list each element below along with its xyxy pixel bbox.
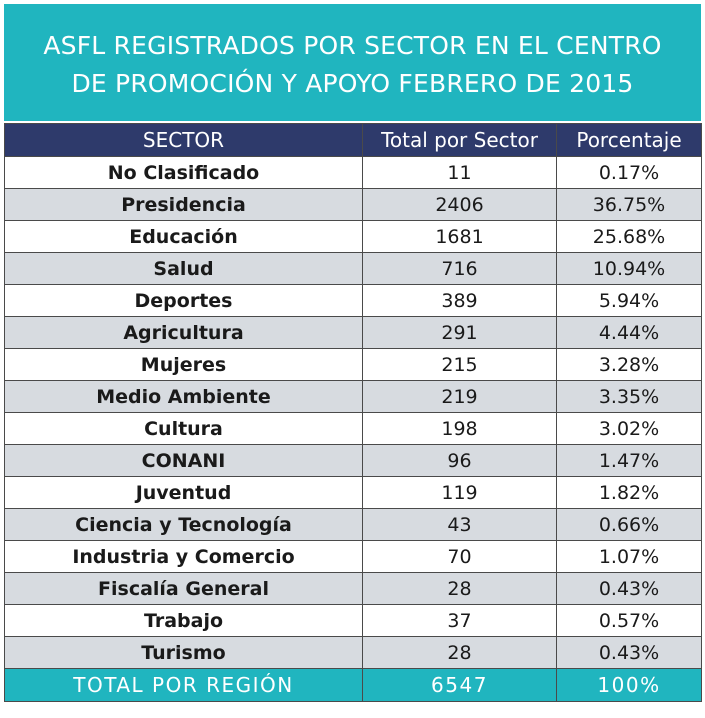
- header-total: Total por Sector: [362, 123, 557, 157]
- percent-cell: 5.94%: [556, 284, 702, 317]
- table-title: ASFL REGISTRADOS POR SECTOR EN EL CENTRO…: [4, 4, 701, 121]
- table-row: Industria y Comercio 70 1.07%: [4, 540, 702, 573]
- table-row: Ciencia y Tecnología 43 0.66%: [4, 508, 702, 541]
- sector-cell: Educación: [4, 220, 363, 253]
- sector-cell: Fiscalía General: [4, 572, 363, 605]
- table-row: Medio Ambiente 219 3.35%: [4, 380, 702, 413]
- header-row: SECTOR Total por Sector Porcentaje: [4, 123, 702, 157]
- percent-cell: 3.02%: [556, 412, 702, 445]
- percent-cell: 1.07%: [556, 540, 702, 573]
- total-cell: 1681: [362, 220, 557, 253]
- percent-cell: 0.17%: [556, 156, 702, 189]
- total-label: TOTAL POR REGIÓN: [4, 668, 363, 702]
- sector-cell: Mujeres: [4, 348, 363, 381]
- percent-cell: 3.35%: [556, 380, 702, 413]
- total-cell: 11: [362, 156, 557, 189]
- table-row: Mujeres 215 3.28%: [4, 348, 702, 381]
- total-cell: 389: [362, 284, 557, 317]
- percent-cell: 25.68%: [556, 220, 702, 253]
- table-row: Presidencia 2406 36.75%: [4, 188, 702, 221]
- percent-cell: 0.43%: [556, 636, 702, 669]
- sector-cell: Turismo: [4, 636, 363, 669]
- percent-cell: 1.82%: [556, 476, 702, 509]
- sector-cell: Trabajo: [4, 604, 363, 637]
- sector-cell: Agricultura: [4, 316, 363, 349]
- percent-cell: 1.47%: [556, 444, 702, 477]
- sector-cell: Juventud: [4, 476, 363, 509]
- table-row: Salud 716 10.94%: [4, 252, 702, 285]
- percent-cell: 0.66%: [556, 508, 702, 541]
- sector-cell: Medio Ambiente: [4, 380, 363, 413]
- total-cell: 219: [362, 380, 557, 413]
- sector-cell: Salud: [4, 252, 363, 285]
- sector-table: SECTOR Total por Sector Porcentaje No Cl…: [4, 123, 702, 702]
- sector-cell: No Clasificado: [4, 156, 363, 189]
- table-row: Juventud 119 1.82%: [4, 476, 702, 509]
- sector-cell: Industria y Comercio: [4, 540, 363, 573]
- table-row: Educación 1681 25.68%: [4, 220, 702, 253]
- total-cell: 716: [362, 252, 557, 285]
- sector-cell: Deportes: [4, 284, 363, 317]
- table-row: Cultura 198 3.02%: [4, 412, 702, 445]
- table-row: Fiscalía General 28 0.43%: [4, 572, 702, 605]
- percent-cell: 4.44%: [556, 316, 702, 349]
- percent-cell: 0.57%: [556, 604, 702, 637]
- total-cell: 119: [362, 476, 557, 509]
- table-row: Deportes 389 5.94%: [4, 284, 702, 317]
- header-percent: Porcentaje: [556, 123, 702, 157]
- total-cell: 215: [362, 348, 557, 381]
- percent-cell: 0.43%: [556, 572, 702, 605]
- percent-cell: 36.75%: [556, 188, 702, 221]
- title-line-2: DE PROMOCIÓN Y APOYO FEBRERO DE 2015: [71, 68, 634, 98]
- sector-cell: Cultura: [4, 412, 363, 445]
- title-line-1: ASFL REGISTRADOS POR SECTOR EN EL CENTRO: [43, 30, 662, 60]
- sector-cell: CONANI: [4, 444, 363, 477]
- total-count: 6547: [362, 668, 557, 702]
- table-row: Turismo 28 0.43%: [4, 636, 702, 669]
- total-cell: 96: [362, 444, 557, 477]
- total-cell: 70: [362, 540, 557, 573]
- total-cell: 37: [362, 604, 557, 637]
- total-cell: 43: [362, 508, 557, 541]
- table-row: CONANI 96 1.47%: [4, 444, 702, 477]
- percent-cell: 3.28%: [556, 348, 702, 381]
- table-row: No Clasificado 11 0.17%: [4, 156, 702, 189]
- total-cell: 28: [362, 572, 557, 605]
- sector-cell: Ciencia y Tecnología: [4, 508, 363, 541]
- sector-cell: Presidencia: [4, 188, 363, 221]
- total-cell: 28: [362, 636, 557, 669]
- percent-cell: 10.94%: [556, 252, 702, 285]
- table-row: Trabajo 37 0.57%: [4, 604, 702, 637]
- total-row: TOTAL POR REGIÓN 6547 100%: [4, 668, 702, 702]
- total-cell: 291: [362, 316, 557, 349]
- total-percent: 100%: [556, 668, 702, 702]
- total-cell: 2406: [362, 188, 557, 221]
- header-sector: SECTOR: [4, 123, 363, 157]
- table-body: No Clasificado 11 0.17% Presidencia 2406 36.7…: [4, 156, 702, 669]
- table-row: Agricultura 291 4.44%: [4, 316, 702, 349]
- total-cell: 198: [362, 412, 557, 445]
